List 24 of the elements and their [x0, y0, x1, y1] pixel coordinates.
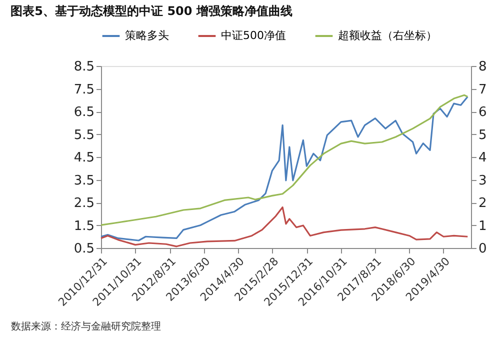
y-tick-label: 1.5: [74, 218, 94, 234]
y2-tick-label: 5: [478, 128, 487, 143]
y2-tick-label: 6: [478, 105, 487, 120]
y2-tick-label: 0: [478, 242, 487, 256]
legend-label: 超额收益（右坐标）: [338, 29, 437, 42]
y-tick-label: 3.5: [74, 173, 94, 188]
y-tick-label: 7.5: [74, 82, 94, 98]
y2-tick-label: 7: [478, 82, 487, 98]
legend-label: 中证500净值: [221, 29, 286, 42]
y2-tick-label: 2: [478, 196, 487, 211]
y-tick-label: 5.5: [74, 128, 94, 143]
y2-tick-label: 1: [478, 218, 487, 234]
y-tick-label: 8.5: [74, 60, 94, 74]
y-tick-label: 6.5: [74, 105, 94, 120]
source-note: 数据来源：经济与金融研究院整理: [11, 320, 162, 333]
y2-tick-label: 8: [478, 60, 487, 74]
y2-tick-label: 3: [478, 173, 487, 188]
y2-tick-label: 4: [478, 150, 487, 166]
line-series: [100, 206, 468, 248]
chart-title: 图表5、基于动态模型的中证 500 增强策略净值曲线: [10, 4, 292, 18]
y-tick-label: 0.5: [74, 242, 94, 256]
y-tick-label: 2.5: [74, 196, 94, 211]
legend-label: 策略多头: [125, 29, 169, 42]
y-tick-label: 4.5: [74, 150, 94, 166]
